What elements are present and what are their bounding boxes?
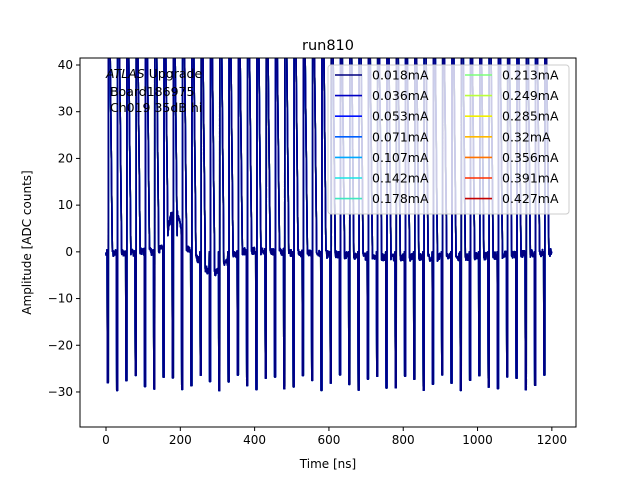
legend-label: 0.285mA [502,109,559,124]
y-tick-label: −20 [48,338,73,352]
atlas-annotation: ATLAS Upgrade Board186975 Ch019 35dB hi [105,66,202,115]
legend-label: 0.356mA [502,150,559,165]
y-tick-label: 30 [58,105,73,119]
y-axis: −30 −20 −10 0 10 20 30 40 [48,58,80,399]
series-line-0.018mA [105,58,553,392]
legend: 0.018mA 0.036mA 0.053mA 0.071mA 0.107mA 0.142… [327,64,570,215]
x-tick-label: 1200 [537,433,568,447]
x-tick-label: 200 [169,433,192,447]
y-tick-label: −30 [48,385,73,399]
legend-label: 0.32mA [502,129,551,144]
legend-entries: 0.018mA 0.036mA 0.053mA 0.071mA 0.107mA 0.142… [335,68,559,206]
legend-label: 0.391mA [502,171,559,186]
y-tick-label: 10 [58,198,73,212]
x-tick-label: 400 [243,433,266,447]
legend-label: 0.249mA [502,88,559,103]
annotation-line-2: Board186975 [106,84,194,99]
legend-label: 0.178mA [372,191,429,206]
x-axis: 0 200 400 600 800 1000 1200 [102,427,567,447]
series-layer [105,58,553,392]
y-tick-label: 40 [58,58,73,72]
legend-label: 0.427mA [502,191,559,206]
legend-label: 0.071mA [372,129,429,144]
y-tick-label: −10 [48,292,73,306]
y-tick-label: 20 [58,151,73,165]
y-tick-label: 0 [65,245,73,259]
legend-label: 0.053mA [372,109,429,124]
x-tick-label: 0 [102,433,110,447]
annotation-line-1: ATLAS Upgrade [105,66,202,81]
x-tick-label: 800 [392,433,415,447]
annotation-atlas: ATLAS [105,66,145,81]
legend-label: 0.018mA [372,68,429,83]
legend-label: 0.036mA [372,88,429,103]
legend-label: 0.107mA [372,150,429,165]
legend-label: 0.142mA [372,171,429,186]
x-tick-label: 1000 [462,433,493,447]
annotation-line-3: Ch019 35dB hi [106,100,202,115]
plot-area [79,57,577,428]
x-tick-label: 600 [317,433,340,447]
x-axis-label: Time [ns] [299,457,356,471]
legend-label: 0.213mA [502,68,559,83]
legend-box [327,64,570,215]
chart-title: run810 [302,38,354,54]
axes-frame [79,57,577,428]
y-axis-label: Amplitude [ADC counts] [20,170,34,314]
annotation-upgrade: Upgrade [145,66,203,81]
